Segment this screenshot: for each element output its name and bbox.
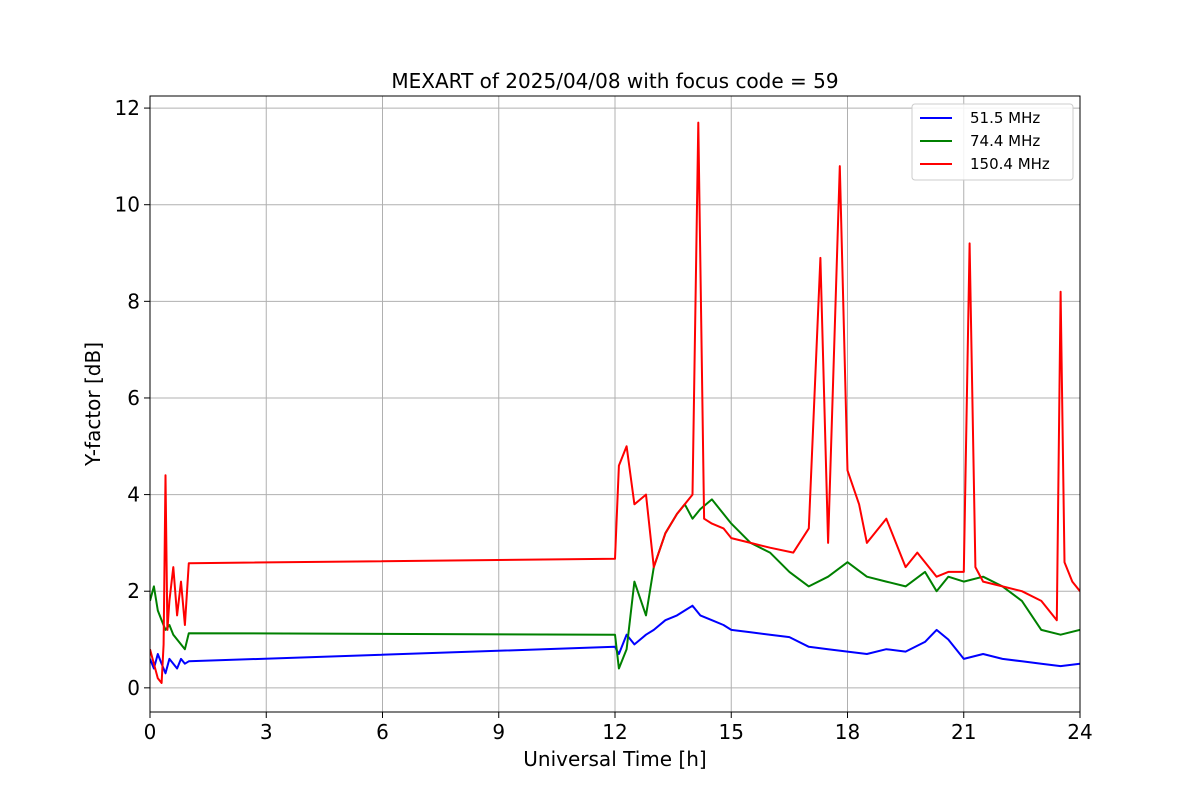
- legend-box: [911, 103, 1074, 181]
- series-line-0: [150, 604, 1080, 675]
- y-tick-label: 4: [127, 483, 140, 507]
- series-line-1: [150, 498, 1080, 670]
- series-line-2: [150, 121, 1080, 684]
- y-tick-label: 8: [127, 289, 140, 313]
- x-tick-label: 12: [602, 720, 627, 744]
- y-tick-label: 6: [127, 386, 140, 410]
- x-tick-label: 9: [492, 720, 505, 744]
- plot-area: [150, 121, 1080, 684]
- x-tick-label: 3: [260, 720, 273, 744]
- y-axis-label: Y-factor [dB]: [81, 342, 105, 467]
- x-tick-label: 21: [951, 720, 976, 744]
- x-tick-label: 15: [719, 720, 744, 744]
- y-tick-label: 0: [127, 676, 140, 700]
- x-tick-label: 0: [144, 720, 157, 744]
- x-tick-label: 6: [376, 720, 389, 744]
- legend: 51.5 MHz 74.4 MHz 150.4 MHz: [911, 103, 1074, 181]
- y-tick-label: 2: [127, 579, 140, 603]
- x-tick-label: 18: [835, 720, 860, 744]
- x-axis-label: Universal Time [h]: [523, 747, 706, 771]
- y-tick-label: 10: [115, 193, 140, 217]
- legend-label: 51.5 MHz: [970, 109, 1040, 127]
- legend-label: 150.4 MHz: [970, 155, 1050, 173]
- y-tick-label: 12: [115, 96, 140, 120]
- legend-label: 74.4 MHz: [970, 132, 1040, 150]
- chart-title: MEXART of 2025/04/08 with focus code = 5…: [391, 69, 838, 93]
- x-tick-label: 24: [1067, 720, 1092, 744]
